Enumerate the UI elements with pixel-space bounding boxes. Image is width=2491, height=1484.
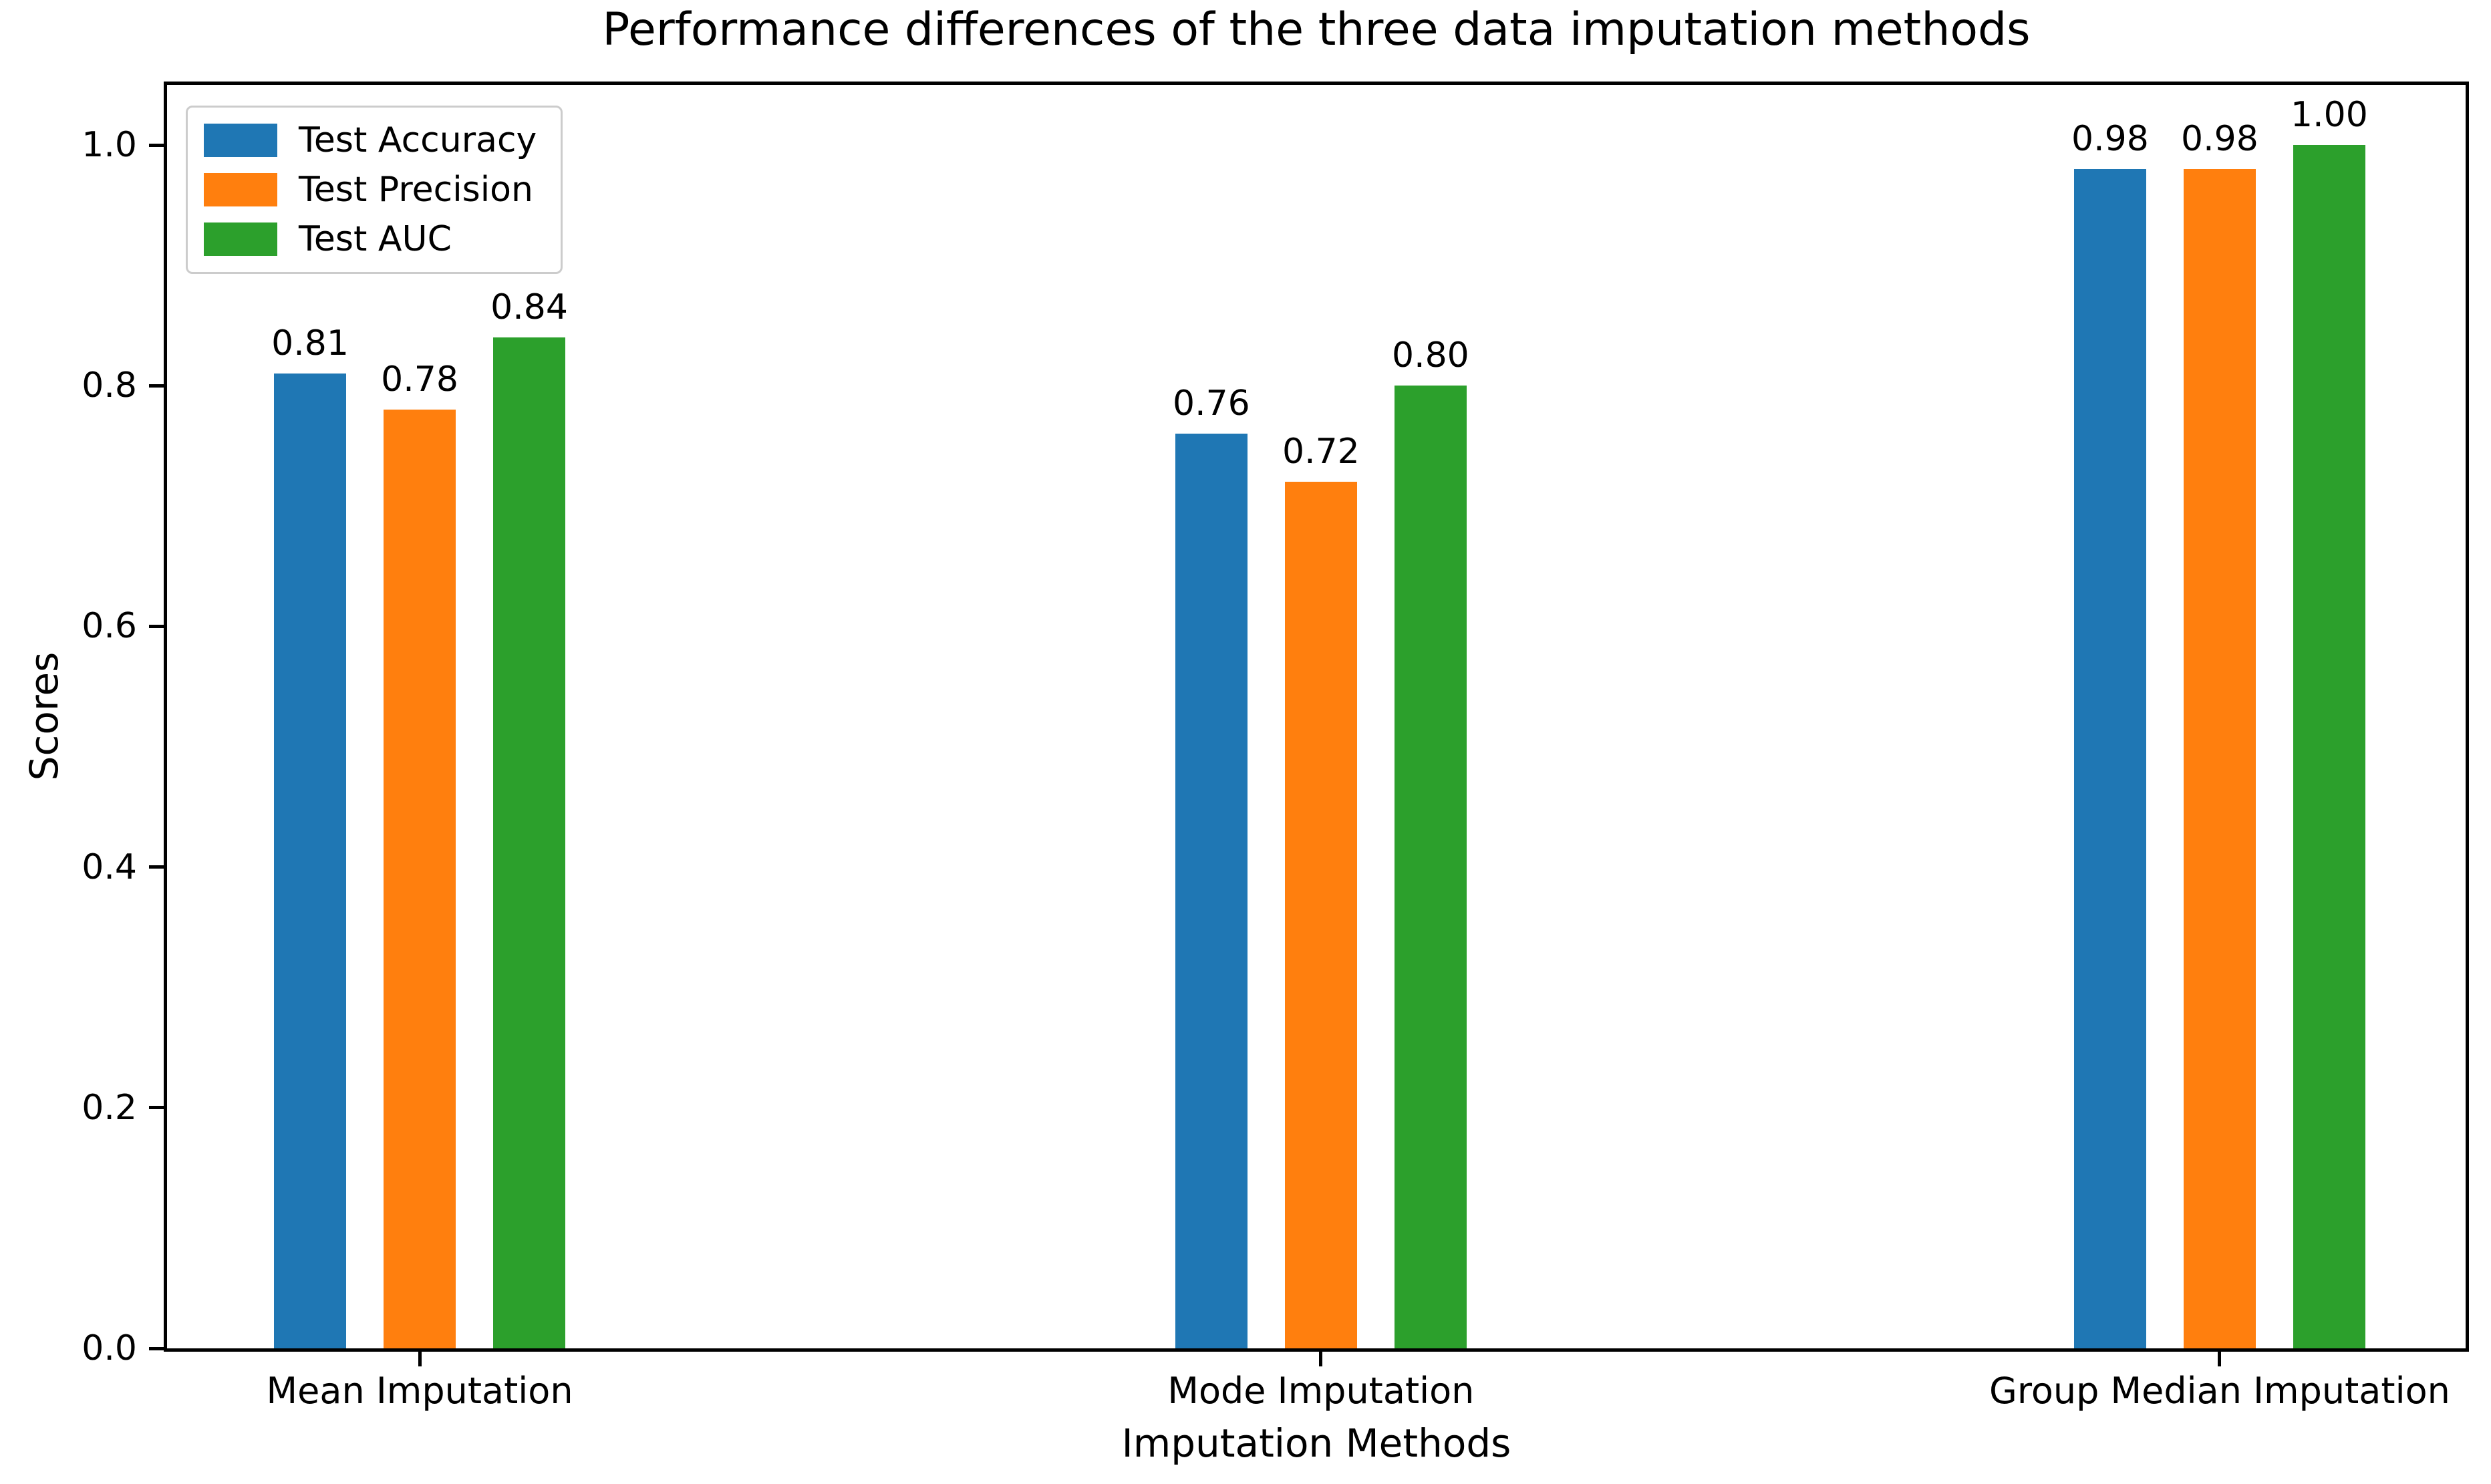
y-tick-label: 0.6 xyxy=(82,606,137,647)
legend-swatch-test-accuracy-icon xyxy=(204,124,277,157)
x-tick-mark xyxy=(2218,1352,2222,1366)
bar-test-accuracy-2 xyxy=(1175,434,1248,1348)
bar-value-label-test-accuracy-2: 0.76 xyxy=(1172,384,1250,424)
y-tick-mark xyxy=(149,865,164,869)
bar-test-accuracy-1 xyxy=(274,374,347,1348)
bar-value-label-test-accuracy-3: 0.98 xyxy=(2071,119,2149,160)
y-tick-label: 0.8 xyxy=(82,365,137,406)
x-tick-label-3: Group Median Imputation xyxy=(1989,1370,2450,1412)
x-tick-label-1: Mean Imputation xyxy=(266,1370,573,1412)
plot-area: Test Accuracy Test Precision Test AUC 0.… xyxy=(82,82,2469,1411)
bar-value-label-test-auc-1: 0.84 xyxy=(490,287,568,328)
y-tick-mark xyxy=(149,1346,164,1350)
x-axis-label: Imputation Methods xyxy=(1121,1421,1511,1466)
legend-label-test-auc: Test AUC xyxy=(299,219,452,259)
x-tick-label-2: Mode Imputation xyxy=(1167,1370,1475,1412)
bar-value-label-test-precision-3: 0.98 xyxy=(2181,119,2258,160)
legend-label-test-precision: Test Precision xyxy=(299,170,533,210)
bar-value-label-test-precision-1: 0.78 xyxy=(381,359,458,400)
y-tick-label: 1.0 xyxy=(82,125,137,166)
legend-entry-test-accuracy: Test Accuracy xyxy=(204,121,537,160)
legend-entry-test-auc: Test AUC xyxy=(204,220,537,259)
y-tick-label: 0.0 xyxy=(82,1328,137,1368)
bar-value-label-test-auc-3: 1.00 xyxy=(2291,95,2368,136)
y-tick-mark xyxy=(149,1106,164,1110)
bar-test-precision-1 xyxy=(384,410,456,1348)
bar-value-label-test-precision-2: 0.72 xyxy=(1282,432,1360,472)
legend-entry-test-precision: Test Precision xyxy=(204,170,537,209)
x-tick-mark xyxy=(418,1352,422,1366)
bar-value-label-test-auc-2: 0.80 xyxy=(1391,335,1469,376)
y-tick-label: 0.4 xyxy=(82,847,137,887)
y-tick-label: 0.2 xyxy=(82,1087,137,1128)
bar-test-precision-3 xyxy=(2183,169,2256,1348)
bar-test-auc-3 xyxy=(2293,145,2365,1348)
x-tick-mark xyxy=(1319,1352,1323,1366)
bar-test-auc-2 xyxy=(1394,386,1467,1348)
y-tick-mark xyxy=(149,624,164,628)
bar-test-auc-1 xyxy=(493,337,566,1348)
bar-test-accuracy-3 xyxy=(2073,169,2146,1348)
chart-title: Performance differences of the three dat… xyxy=(602,3,2031,56)
legend-swatch-test-auc-icon xyxy=(204,222,277,256)
legend-label-test-accuracy: Test Accuracy xyxy=(299,120,537,160)
legend: Test Accuracy Test Precision Test AUC xyxy=(186,106,563,274)
bar-test-precision-2 xyxy=(1284,482,1357,1348)
y-tick-mark xyxy=(149,384,164,388)
y-tick-mark xyxy=(149,143,164,147)
legend-swatch-test-precision-icon xyxy=(204,173,277,206)
bar-value-label-test-accuracy-1: 0.81 xyxy=(271,323,349,364)
y-axis-label: Scores xyxy=(21,651,67,781)
